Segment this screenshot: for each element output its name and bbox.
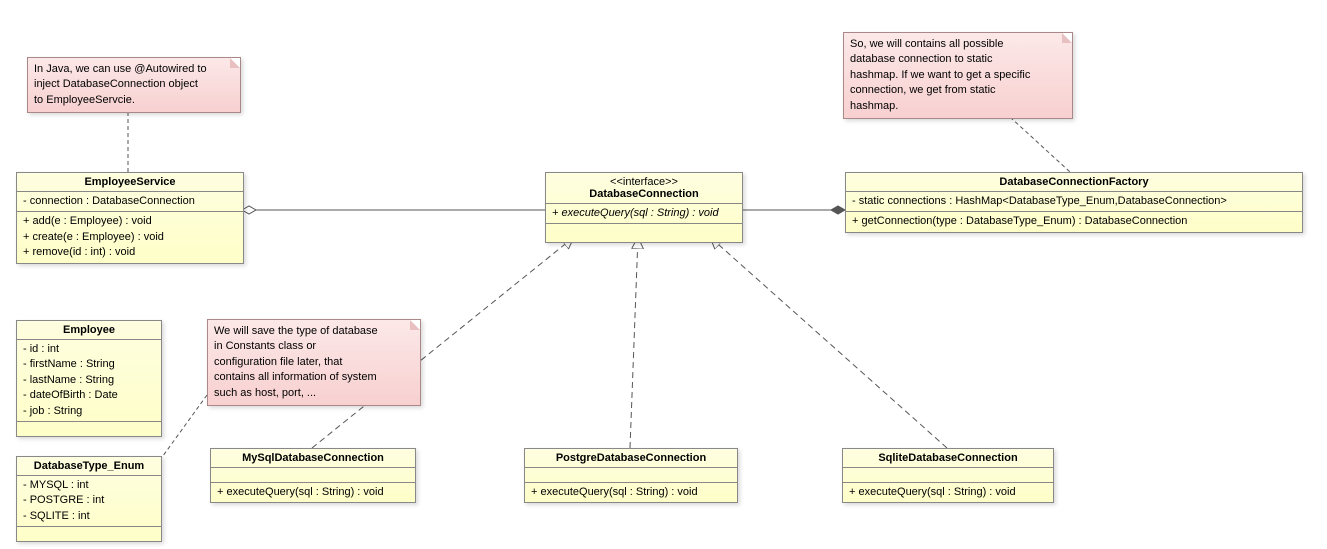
note-autowired: In Java, we can use @Autowired to inject…	[27, 57, 241, 113]
realize-postgre	[630, 237, 638, 448]
note-link-3	[160, 395, 207, 460]
class-postgre-connection: PostgreDatabaseConnection + executeQuery…	[524, 448, 738, 503]
class-mysql-connection: MySqlDatabaseConnection + executeQuery(s…	[210, 448, 416, 503]
class-db-type-enum: DatabaseType_Enum - MYSQL : int - POSTGR…	[16, 456, 162, 542]
class-employee: Employee - id : int - firstName : String…	[16, 320, 162, 437]
realize-sqlite	[710, 237, 947, 448]
class-title: PostgreDatabaseConnection	[525, 449, 737, 468]
class-title: EmployeeService	[17, 173, 243, 192]
interface-database-connection: <<interface>> DatabaseConnection + execu…	[545, 172, 743, 243]
class-title: Employee	[17, 321, 161, 340]
class-title: DatabaseType_Enum	[17, 457, 161, 476]
class-title: SqliteDatabaseConnection	[843, 449, 1053, 468]
class-title: MySqlDatabaseConnection	[211, 449, 415, 468]
note-link-2	[1010, 117, 1070, 172]
class-employee-service: EmployeeService - connection : DatabaseC…	[16, 172, 244, 264]
class-sqlite-connection: SqliteDatabaseConnection + executeQuery(…	[842, 448, 1054, 503]
class-title: DatabaseConnectionFactory	[846, 173, 1302, 192]
class-db-connection-factory: DatabaseConnectionFactory - static conne…	[845, 172, 1303, 233]
note-constants: We will save the type of database in Con…	[207, 319, 421, 406]
class-title: <<interface>> DatabaseConnection	[546, 173, 742, 204]
note-hashmap: So, we will contains all possible databa…	[843, 32, 1073, 119]
